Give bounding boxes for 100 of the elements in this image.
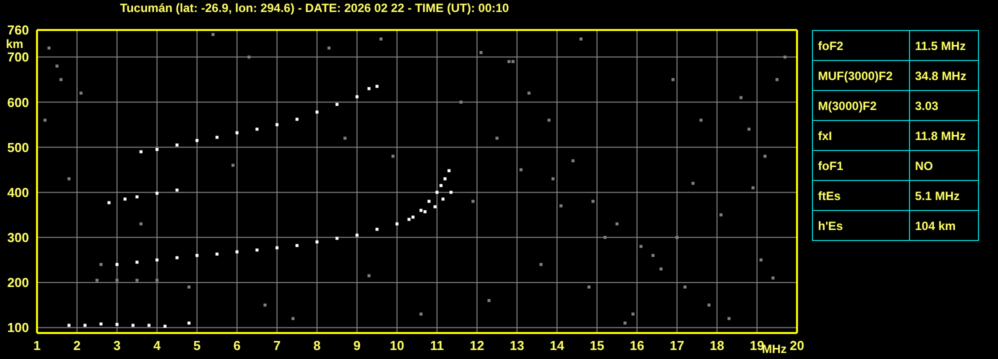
point [176,143,178,146]
point [496,136,498,140]
point [368,274,370,278]
x-tick-label: 15 [590,338,604,354]
point [784,56,786,59]
point [572,159,574,162]
point [236,250,238,254]
point [116,262,118,266]
point [156,278,158,282]
point [548,118,550,122]
point [412,216,414,219]
point [700,118,702,122]
x-tick-label: 6 [233,338,241,354]
point [380,38,382,41]
x-tick-label: 3 [113,338,121,354]
point [632,312,634,316]
point [276,123,278,126]
chart-title: Tucumán (lat: -26.9, lon: 294.6) - DATE: 2026 02 22 - TIME (UT): 00:10 [120,1,509,15]
point [136,278,138,282]
point [164,324,166,328]
point [44,118,46,122]
x-tick-label: 7 [273,338,281,354]
point [684,286,686,289]
point [408,218,410,221]
point [660,267,662,270]
point [442,198,444,201]
point [316,110,318,114]
point [140,150,142,154]
x-tick-label: 18 [710,338,724,354]
point [68,324,70,327]
point [480,51,482,54]
point [48,46,50,50]
point [108,201,110,204]
point [740,96,742,100]
text: 34.8 MHz [910,60,978,90]
x-tick-label: 8 [313,338,321,354]
point [236,131,238,134]
point [436,190,438,194]
y-tick-label: 600 [7,94,29,110]
text: fxI [812,120,910,150]
point [434,205,436,208]
point [472,200,474,203]
point [196,138,198,142]
point [116,278,118,282]
y-tick-label: 400 [7,184,29,200]
point [560,204,562,208]
point [420,208,422,212]
y-tick-label: 100 [7,320,29,336]
point [552,177,554,180]
point [616,222,618,226]
point [428,200,430,203]
point [140,222,142,226]
y-tick-label: 300 [7,230,29,246]
point [356,234,358,237]
x-tick-label: 16 [630,338,644,354]
x-tick-label: 11 [430,338,444,354]
point [136,260,138,264]
point [296,118,298,121]
point [692,182,694,185]
point [728,317,730,320]
x-tick-label: 17 [670,338,684,354]
text: 11.5 MHz [910,30,978,60]
text: h'Es [812,210,910,240]
point [336,102,338,106]
point [540,262,542,266]
point [640,244,642,248]
point [764,154,766,158]
point [424,210,426,214]
text: foF2 [812,30,910,60]
point [588,286,590,289]
point [450,190,452,194]
y-axis-title: km [6,37,24,51]
x-tick-label: 4 [153,338,162,354]
point [264,304,266,307]
point [156,148,158,151]
point [80,92,82,95]
point [460,100,462,104]
point [708,304,710,307]
point [196,254,198,257]
y-tick-label: 200 [7,275,29,290]
point [720,213,722,216]
text: 104 km [910,210,978,240]
text: 3.03 [910,90,978,120]
point [148,324,150,327]
point [776,78,778,82]
point [216,252,218,256]
point [672,78,674,82]
x-tick-label: 13 [510,338,524,354]
point [212,33,214,36]
point [256,128,258,131]
text: NO [910,150,978,180]
text: M(3000)F2 [812,90,910,120]
point [392,154,394,158]
point [760,258,762,262]
text: 11.8 MHz [910,120,978,150]
x-tick-label: 9 [353,338,361,354]
point [176,188,178,192]
x-tick-label: 1 [33,338,41,354]
point [316,240,318,244]
point [60,78,62,82]
